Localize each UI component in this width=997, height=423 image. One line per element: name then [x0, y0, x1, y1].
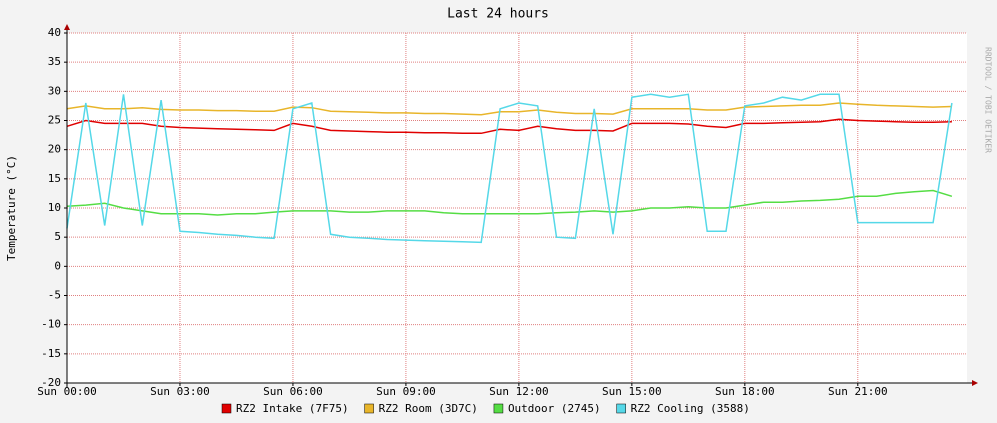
legend-label: RZ2 Room (3D7C) [379, 402, 478, 415]
x-arrow [972, 380, 978, 386]
legend-swatch [493, 403, 504, 414]
legend-swatch [616, 403, 626, 414]
y-tick-label: -15 [41, 347, 61, 360]
x-tick-label: Sun 21:00 [828, 385, 888, 398]
series-line [66, 102, 952, 116]
y-tick-label: -10 [41, 318, 61, 331]
chart-title: Last 24 hours [447, 7, 549, 22]
series-line [66, 118, 952, 135]
y-tick-label: 15 [48, 172, 61, 185]
watermark: RRDTOOL / TOBI OETIKER [984, 47, 993, 153]
legend-swatch [221, 403, 232, 414]
y-axis-label: Temperature (°C) [5, 155, 18, 261]
x-tick-label: Sun 06:00 [263, 385, 323, 398]
legend: RZ2 Intake (7F75) RZ2 Room (3D7C) Outdoor … [221, 402, 750, 415]
y-arrow [64, 24, 70, 30]
y-tick-label: -20 [41, 376, 61, 389]
x-tick-label: Sun 18:00 [715, 385, 775, 398]
x-tick-label: Sun 00:00 [37, 385, 97, 398]
y-tick-label: 0 [54, 259, 61, 272]
lines [66, 93, 953, 244]
y-tick-label: 10 [48, 201, 61, 214]
x-tick-label: Sun 03:00 [150, 385, 210, 398]
x-tick-label: Sun 15:00 [602, 385, 662, 398]
y-tick-label: -5 [48, 289, 61, 302]
legend-label: RZ2 Intake (7F75) [236, 402, 349, 415]
y-tick-label: 25 [48, 114, 61, 127]
legend-label: Outdoor (2745) [508, 402, 601, 415]
y-tick-label: 5 [54, 230, 61, 243]
y-tick-label: 30 [48, 84, 61, 97]
y-tick-label: 20 [48, 143, 61, 156]
grid [66, 32, 967, 384]
x-tick-label: Sun 09:00 [376, 385, 436, 398]
axes: -20 -15 -10 -5 0 5 10 15 20 25 30 35 40 Sun 00:00 Sun … [37, 24, 978, 398]
series-line [66, 189, 953, 216]
y-tick-label: 40 [48, 26, 61, 39]
y-tick-label: 35 [48, 55, 61, 68]
legend-label: RZ2 Cooling (3588) [631, 402, 750, 415]
x-tick-label: Sun 12:00 [489, 385, 549, 398]
series-line [66, 93, 953, 244]
legend-swatch [364, 403, 374, 414]
